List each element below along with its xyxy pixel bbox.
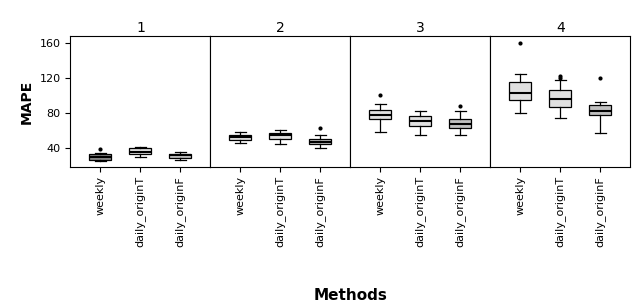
PathPatch shape — [129, 148, 152, 155]
PathPatch shape — [549, 90, 572, 107]
PathPatch shape — [90, 155, 111, 160]
Title: 4: 4 — [556, 21, 564, 35]
PathPatch shape — [589, 105, 611, 115]
Title: 2: 2 — [276, 21, 285, 35]
PathPatch shape — [309, 139, 332, 144]
PathPatch shape — [410, 116, 431, 126]
PathPatch shape — [509, 82, 531, 100]
PathPatch shape — [229, 135, 252, 140]
PathPatch shape — [449, 119, 472, 128]
PathPatch shape — [369, 110, 392, 119]
PathPatch shape — [170, 154, 191, 158]
Title: 1: 1 — [136, 21, 145, 35]
Text: Methods: Methods — [314, 288, 388, 303]
PathPatch shape — [269, 133, 291, 139]
Y-axis label: MAPE: MAPE — [20, 79, 34, 124]
Title: 3: 3 — [416, 21, 425, 35]
